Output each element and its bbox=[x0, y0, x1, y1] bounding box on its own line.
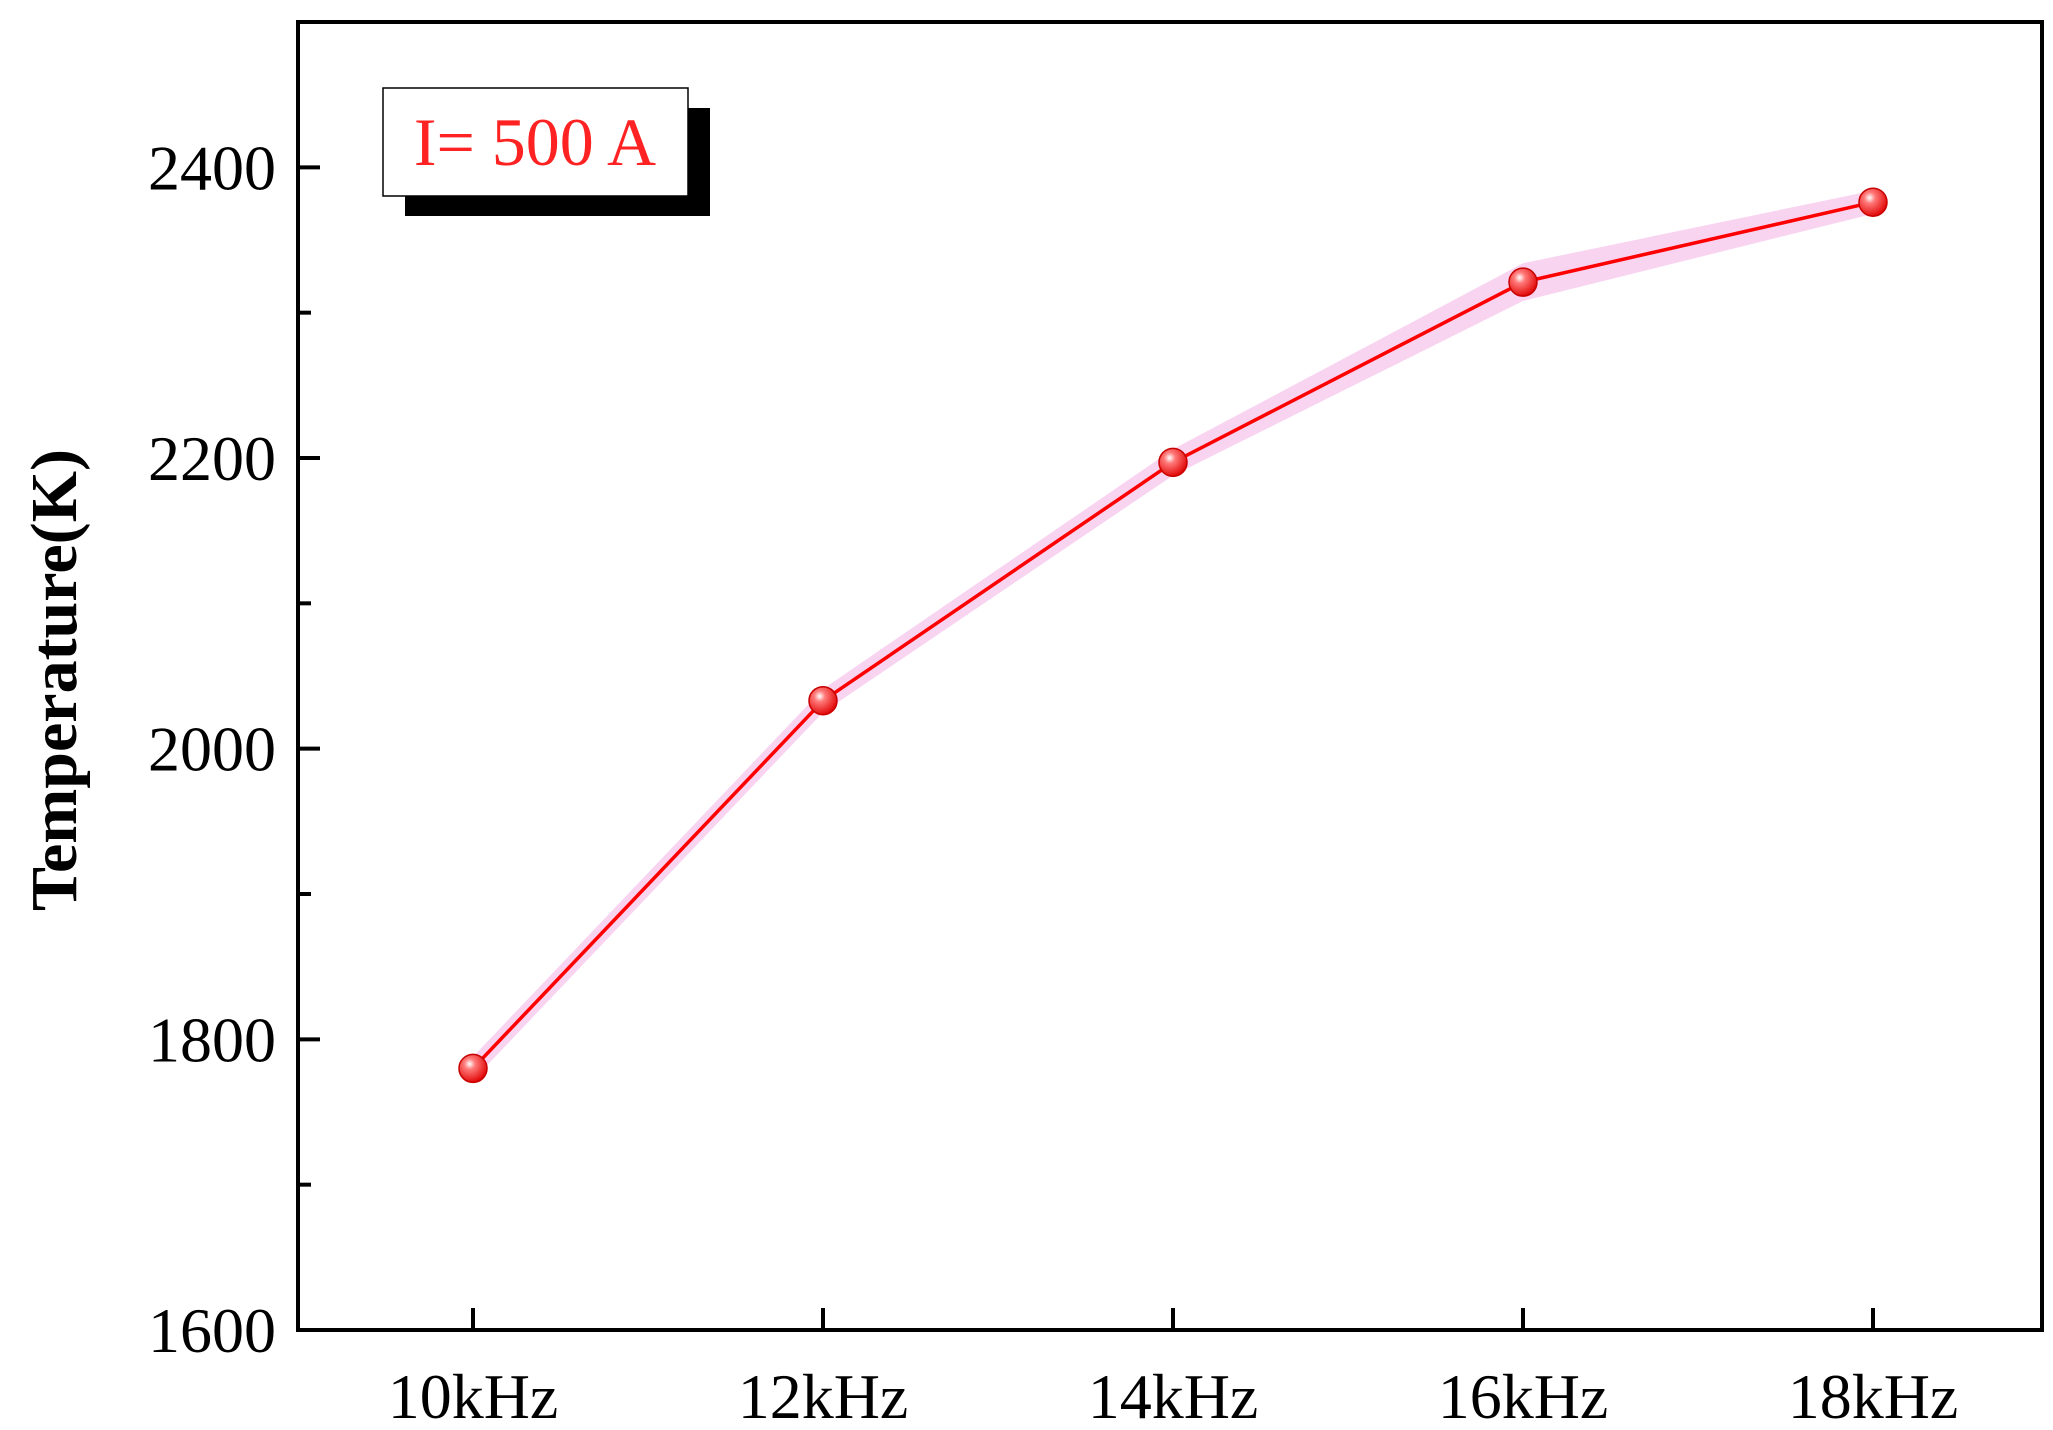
x-tick-label: 12kHz bbox=[738, 1361, 909, 1430]
y-tick-label: 1600 bbox=[148, 1295, 276, 1366]
data-point bbox=[808, 685, 838, 716]
data-point bbox=[1508, 267, 1538, 297]
annotation-box: I= 500 A bbox=[382, 87, 710, 216]
x-tick-label: 10kHz bbox=[388, 1361, 559, 1430]
data-point bbox=[458, 1053, 488, 1084]
annotation-label: I= 500 A bbox=[414, 104, 656, 180]
data-point bbox=[1158, 447, 1188, 478]
annotation-box-frame bbox=[382, 87, 689, 197]
y-tick-label: 2000 bbox=[148, 714, 276, 785]
y-tick-label: 2400 bbox=[148, 132, 276, 203]
y-tick-label: 1800 bbox=[148, 1004, 276, 1075]
y-axis-title: Temperature(K) bbox=[18, 449, 91, 911]
data-point-layer bbox=[458, 187, 1888, 1084]
y-tick-label: 2200 bbox=[148, 423, 276, 494]
x-tick-label: 14kHz bbox=[1088, 1361, 1259, 1430]
plot-frame bbox=[296, 20, 2044, 1332]
x-tick-label: 18kHz bbox=[1788, 1361, 1959, 1430]
y-axis-ticks: 1600 1800 2000 2200 2400 bbox=[148, 132, 320, 1366]
x-axis-ticks: 10kHz 12kHz 14kHz 16kHz 18kHz bbox=[388, 1308, 1959, 1430]
data-point bbox=[1858, 187, 1888, 217]
x-tick-label: 16kHz bbox=[1438, 1361, 1609, 1430]
